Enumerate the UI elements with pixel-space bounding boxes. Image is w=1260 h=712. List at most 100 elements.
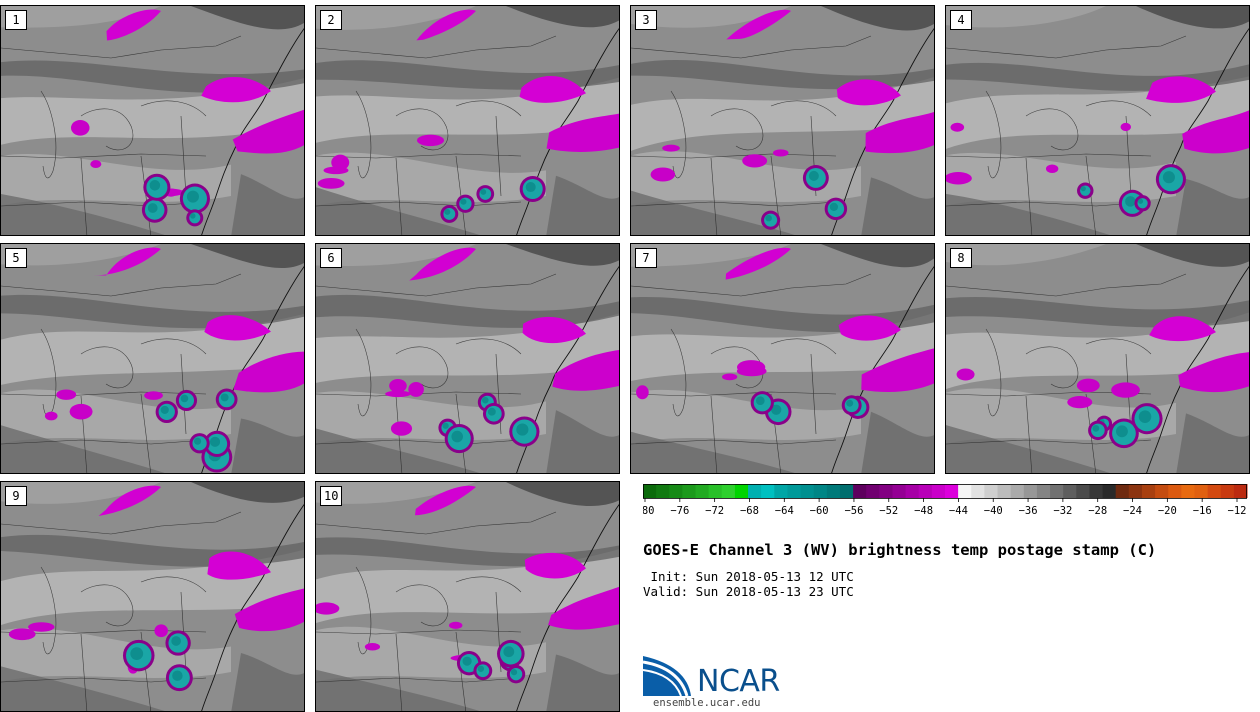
colorbar-swatch xyxy=(971,484,985,498)
colorbar-swatch xyxy=(1207,484,1222,498)
wv-brightness-map xyxy=(1,6,304,235)
colorbar-swatch xyxy=(892,484,907,498)
colorbar-swatch xyxy=(1089,484,1104,498)
colorbar-swatch xyxy=(761,484,775,498)
colorbar-swatch xyxy=(958,484,972,498)
colorbar-swatch xyxy=(1010,484,1025,498)
colorbar-swatch xyxy=(708,484,723,498)
ensemble-member-panel: 4 xyxy=(945,5,1250,236)
colorbar-tick-label: −40 xyxy=(984,505,1003,517)
colorbar-tick-label: −60 xyxy=(810,505,829,517)
colorbar-tick-label: −16 xyxy=(1193,505,1212,517)
colorbar-swatch xyxy=(1233,484,1248,498)
member-number-label: 8 xyxy=(950,248,972,268)
colorbar-tick-label: −20 xyxy=(1158,505,1177,517)
colorbar-tick-label: −56 xyxy=(844,505,863,517)
colorbar-swatch xyxy=(931,484,946,498)
wv-brightness-map xyxy=(1,482,304,711)
wv-brightness-map xyxy=(316,244,619,473)
colorbar-swatch xyxy=(879,484,893,498)
colorbar-swatch xyxy=(748,484,762,498)
wv-brightness-map xyxy=(631,244,934,473)
colorbar-swatch xyxy=(984,484,999,498)
colorbar-tick-label: −44 xyxy=(949,505,968,517)
ensemble-member-panel: 9 xyxy=(0,481,305,712)
colorbar-swatch xyxy=(905,484,920,498)
member-number-label: 10 xyxy=(320,486,343,506)
colorbar-swatch xyxy=(866,484,880,498)
colorbar-swatch xyxy=(656,484,670,498)
ncar-url: ensemble.ucar.edu xyxy=(653,697,761,709)
ensemble-member-panel: 3 xyxy=(630,5,935,236)
member-number-label: 4 xyxy=(950,10,972,30)
colorbar-swatch xyxy=(997,484,1012,498)
ensemble-member-panel: 2 xyxy=(315,5,620,236)
valid-time: Valid: Sun 2018-05-13 23 UTC xyxy=(643,584,854,599)
ncar-logo-icon xyxy=(643,656,691,696)
colorbar-tick-label: −36 xyxy=(1019,505,1038,517)
colorbar-swatch xyxy=(734,484,749,498)
colorbar-swatch xyxy=(1102,484,1117,498)
ensemble-member-panel: 10 xyxy=(315,481,620,712)
colorbar-swatch xyxy=(826,484,841,498)
wv-brightness-map xyxy=(1,244,304,473)
member-number-label: 1 xyxy=(5,10,27,30)
colorbar-tick-label: −12 xyxy=(1228,505,1247,517)
colorbar-tick-label: −80 xyxy=(643,505,654,517)
colorbar-swatch xyxy=(1115,484,1130,498)
member-number-label: 2 xyxy=(320,10,342,30)
colorbar-swatch xyxy=(853,484,867,498)
member-number-label: 6 xyxy=(320,248,342,268)
member-number-label: 9 xyxy=(5,486,27,506)
colorbar-tick-label: −72 xyxy=(705,505,724,517)
colorbar: −80 −76 −72 −68 −64 −60 −56 −52 −48 −44 −40 −36 −32 −… xyxy=(636,484,1249,528)
colorbar-tick-label: −52 xyxy=(879,505,898,517)
ensemble-member-panel: 8 xyxy=(945,243,1250,474)
colorbar-tick-label: −28 xyxy=(1088,505,1107,517)
colorbar-swatch xyxy=(1220,484,1235,498)
figure-title: GOES-E Channel 3 (WV) brightness temp po… xyxy=(643,541,1157,559)
colorbar-swatch xyxy=(1128,484,1143,498)
colorbar-swatch xyxy=(945,484,959,498)
colorbar-tick-label: −64 xyxy=(775,505,794,517)
colorbar-swatch xyxy=(813,484,828,498)
colorbar-swatch xyxy=(721,484,736,498)
colorbar-swatch xyxy=(1050,484,1064,498)
colorbar-swatch xyxy=(1036,484,1051,498)
member-number-label: 3 xyxy=(635,10,657,30)
ensemble-member-panel: 1 xyxy=(0,5,305,236)
wv-brightness-map xyxy=(316,6,619,235)
ncar-logo-text: NCAR xyxy=(697,664,780,699)
colorbar-tick-label: −76 xyxy=(670,505,689,517)
colorbar-tick-label: −48 xyxy=(914,505,933,517)
colorbar-swatch xyxy=(682,484,697,498)
init-time: Init: Sun 2018-05-13 12 UTC xyxy=(643,569,854,584)
colorbar-swatch xyxy=(839,484,854,498)
colorbar-tick-label: −68 xyxy=(740,505,759,517)
ensemble-member-panel: 6 xyxy=(315,243,620,474)
colorbar-swatch xyxy=(643,484,657,498)
wv-brightness-map xyxy=(946,6,1249,235)
colorbar-swatch xyxy=(695,484,710,498)
wv-brightness-map xyxy=(631,6,934,235)
colorbar-swatch xyxy=(1023,484,1038,498)
colorbar-swatch xyxy=(1063,484,1077,498)
wv-brightness-map xyxy=(946,244,1249,473)
colorbar-tick-label: −24 xyxy=(1123,505,1142,517)
ensemble-member-panel: 7 xyxy=(630,243,935,474)
colorbar-swatch xyxy=(1168,484,1182,498)
member-number-label: 7 xyxy=(635,248,657,268)
colorbar-swatch xyxy=(1141,484,1156,498)
colorbar-svg: −80 −76 −72 −68 −64 −60 −56 −52 −48 −44 −40 −36 −32 −… xyxy=(636,484,1248,517)
colorbar-swatch xyxy=(918,484,933,498)
colorbar-swatch xyxy=(1076,484,1090,498)
wv-brightness-map xyxy=(316,482,619,711)
colorbar-swatch xyxy=(1194,484,1209,498)
colorbar-swatch xyxy=(774,484,788,498)
member-number-label: 5 xyxy=(5,248,27,268)
colorbar-swatch xyxy=(1181,484,1195,498)
colorbar-swatch xyxy=(800,484,815,498)
colorbar-swatch xyxy=(1155,484,1169,498)
ensemble-member-panel: 5 xyxy=(0,243,305,474)
colorbar-swatch xyxy=(669,484,683,498)
